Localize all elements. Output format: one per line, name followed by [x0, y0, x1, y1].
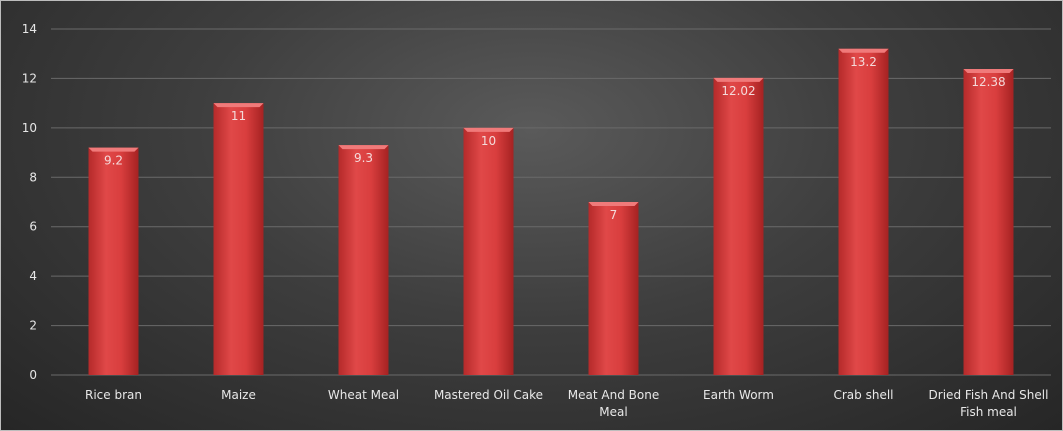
bar [338, 145, 389, 375]
bar-group [838, 48, 889, 376]
data-label: 11 [231, 109, 246, 123]
x-tick-label: Earth Worm [703, 388, 774, 402]
bar [713, 77, 764, 375]
bar-group [213, 103, 264, 376]
y-tick-label: 14 [22, 22, 37, 36]
bar-bevel [463, 127, 514, 132]
bar-bevel [588, 202, 639, 206]
x-tick-label: Crab shell [833, 388, 893, 402]
bar [588, 202, 639, 375]
bar-bevel [713, 77, 764, 82]
data-label: 7 [610, 208, 618, 222]
data-label: 10 [481, 134, 496, 148]
bar-bevel [838, 48, 889, 53]
y-tick-label: 4 [29, 269, 37, 283]
y-tick-label: 12 [22, 71, 37, 85]
x-axis-category-labels: Rice bran Maize Wheat Meal Mastered Oil Cak… [85, 388, 1048, 419]
y-tick-label: 10 [22, 121, 37, 135]
bar-bevel [338, 145, 389, 150]
x-tick-label: Mastered Oil Cake [434, 388, 543, 402]
bar-group [713, 77, 764, 375]
y-tick-label: 0 [29, 368, 37, 382]
bar-group [88, 147, 139, 375]
data-label: 12.38 [971, 75, 1005, 89]
data-label: 9.3 [354, 151, 373, 165]
x-tick-label: Meat And Bone Meal [568, 388, 659, 419]
bars [88, 48, 1014, 376]
x-tick-label: Maize [221, 388, 256, 402]
bar-group [588, 202, 639, 375]
y-axis-tick-labels: 0 2 4 6 8 10 12 14 [22, 22, 37, 382]
bar-bevel [213, 103, 264, 108]
data-label: 12.02 [721, 84, 755, 98]
bar [88, 147, 139, 375]
bar-bevel [88, 147, 139, 152]
bar [213, 103, 264, 376]
bar-group [963, 69, 1014, 375]
y-tick-label: 6 [29, 220, 37, 234]
y-tick-label: 8 [29, 170, 37, 184]
gridlines [51, 28, 1051, 376]
bar-group [338, 145, 389, 375]
x-tick-label: Rice bran [85, 388, 142, 402]
data-label: 13.2 [850, 55, 877, 69]
bar [463, 127, 514, 375]
x-tick-label: Wheat Meal [328, 388, 399, 402]
bar [838, 48, 889, 376]
bar [963, 69, 1014, 375]
y-tick-label: 2 [29, 319, 37, 333]
x-tick-label: Dried Fish And Shell Fish meal [929, 388, 1049, 419]
bar-bevel [963, 69, 1014, 74]
data-label: 9.2 [104, 154, 123, 168]
bar-group [463, 127, 514, 375]
data-labels: 9.2 11 9.3 10 7 12.02 13.2 12.38 [104, 55, 1006, 222]
